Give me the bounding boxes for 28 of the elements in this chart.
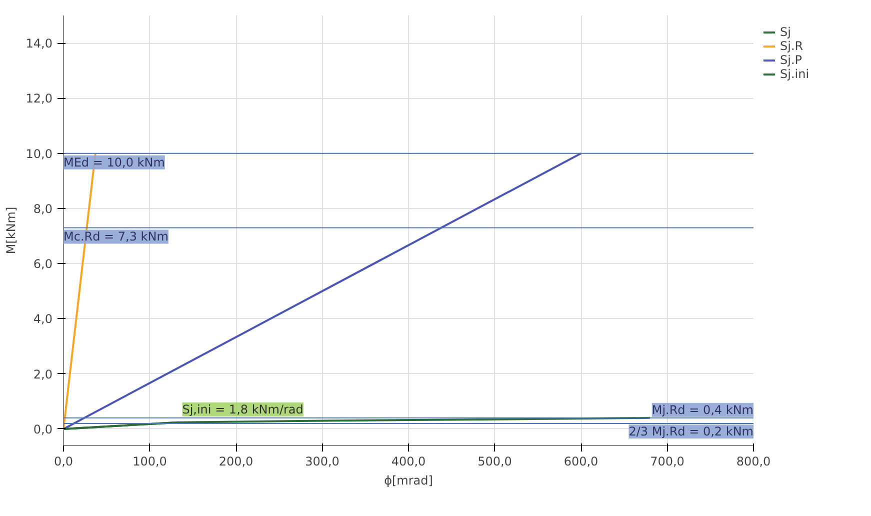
y-tick-label: 10,0	[26, 146, 52, 161]
x-tick-label: 0,0	[54, 454, 74, 468]
y-tick-label: 8,0	[33, 202, 53, 216]
ref-line-label: Mj.Rd = 0,4 kNm	[652, 402, 754, 417]
y-axis-title: M[kNm]	[4, 206, 18, 254]
legend-label: Sj	[780, 25, 792, 39]
annotation: Sj,ini = 1,8 kNm/rad	[182, 402, 304, 416]
x-tick-label: 500,0	[478, 454, 512, 468]
y-tick-label: 12,0	[26, 92, 52, 106]
legend-label: Sj.R	[780, 39, 804, 53]
y-tick-label: 6,0	[33, 257, 53, 272]
x-axis-title: ϕ[mrad]	[384, 474, 433, 488]
x-tick-label: 700,0	[650, 454, 684, 468]
ref-line-label: MEd = 10,0 kNm	[64, 155, 165, 170]
x-tick-label: 300,0	[305, 454, 340, 468]
x-tick-label: 800,0	[736, 454, 771, 468]
x-tick-label: 600,0	[564, 454, 598, 468]
legend-label: Sj.ini	[780, 67, 810, 81]
y-tick-label: 2,0	[33, 367, 53, 382]
x-tick-label: 200,0	[218, 454, 254, 468]
x-tick-label: 400,0	[391, 454, 426, 468]
y-tick-label: 14,0	[26, 36, 52, 51]
legend-label: Sj.P	[780, 53, 802, 67]
y-tick-label: 0,0	[33, 422, 53, 436]
y-tick-label: 4,0	[33, 312, 53, 326]
x-tick-label: 100,0	[132, 454, 167, 468]
ref-line-label: 2/3 Mj.Rd = 0,2 kNm	[628, 424, 754, 438]
ref-line-label: Mc.Rd = 7,3 kNm	[64, 230, 168, 244]
